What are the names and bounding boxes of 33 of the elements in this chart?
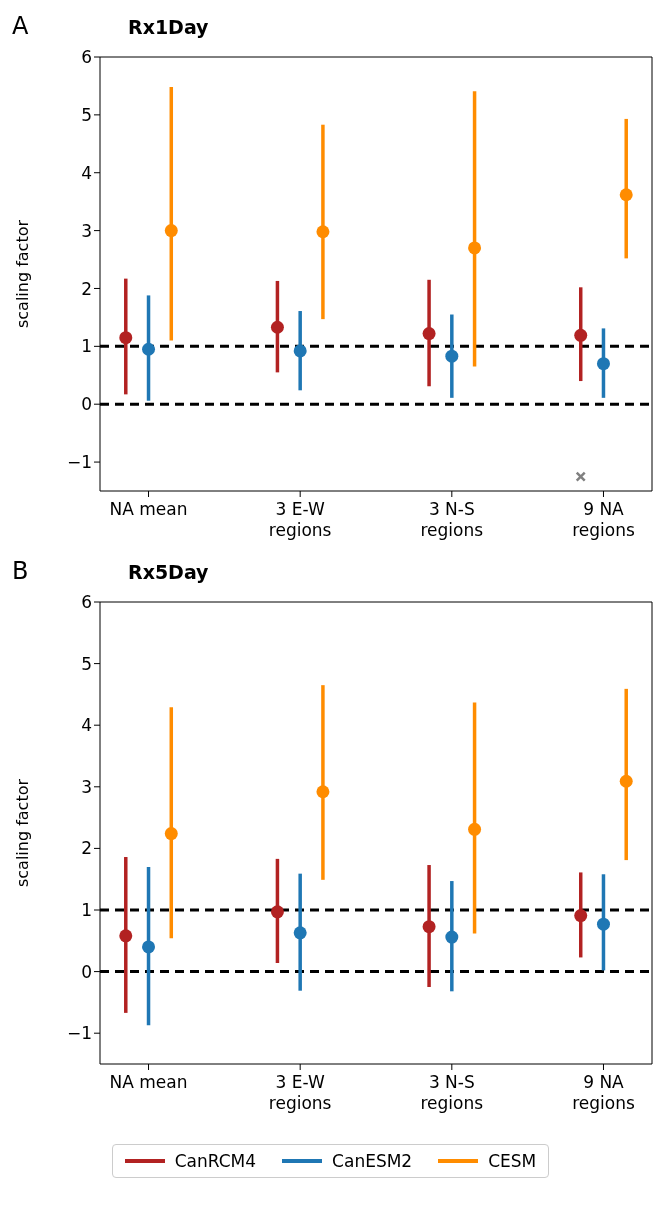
y-tick-label: −1 bbox=[66, 1023, 92, 1044]
y-tick-label: 0 bbox=[81, 394, 92, 415]
y-tick-label: 1 bbox=[81, 900, 92, 921]
x-tick-label: 9 NA regions bbox=[572, 499, 635, 540]
text: A bbox=[12, 12, 29, 40]
y-tick-label: 1 bbox=[81, 336, 92, 357]
x-tick-label: NA mean bbox=[109, 1072, 188, 1092]
chart-title: Rx5Day bbox=[128, 561, 209, 583]
y-tick-label: 2 bbox=[81, 278, 92, 299]
y-tick-label: 3 bbox=[81, 220, 92, 241]
y-tick-label: −1 bbox=[66, 452, 92, 473]
x-tick-label: NA mean bbox=[109, 499, 188, 519]
x-tick-label: 9 NA regions bbox=[572, 1072, 635, 1113]
y-tick-label: 4 bbox=[81, 162, 92, 183]
y-tick-label: 0 bbox=[81, 961, 92, 982]
y-tick-label: 4 bbox=[81, 715, 92, 736]
y-tick-label: 6 bbox=[81, 592, 92, 613]
x-tick-label: 3 E-W regions bbox=[268, 1072, 332, 1113]
legend-label: CESM bbox=[488, 1151, 537, 1171]
y-tick-label: 2 bbox=[81, 838, 92, 859]
y-tick-label: 6 bbox=[81, 47, 92, 68]
y-axis-title: scaling factor bbox=[12, 219, 32, 329]
legend-label: CanESM2 bbox=[332, 1151, 413, 1171]
y-axis-title: scaling factor bbox=[12, 778, 32, 888]
x-tick-label: 3 N-S regions bbox=[420, 1072, 484, 1113]
y-tick-label: 5 bbox=[81, 104, 92, 125]
legend-label: CanRCM4 bbox=[174, 1151, 257, 1171]
x-tick-label: 3 E-W regions bbox=[268, 499, 332, 540]
text: B bbox=[12, 557, 29, 585]
y-tick-label: 5 bbox=[81, 653, 92, 674]
x-tick-label: 3 N-S regions bbox=[420, 499, 484, 540]
y-tick-label: 3 bbox=[81, 776, 92, 797]
chart-title: Rx1Day bbox=[128, 16, 209, 38]
